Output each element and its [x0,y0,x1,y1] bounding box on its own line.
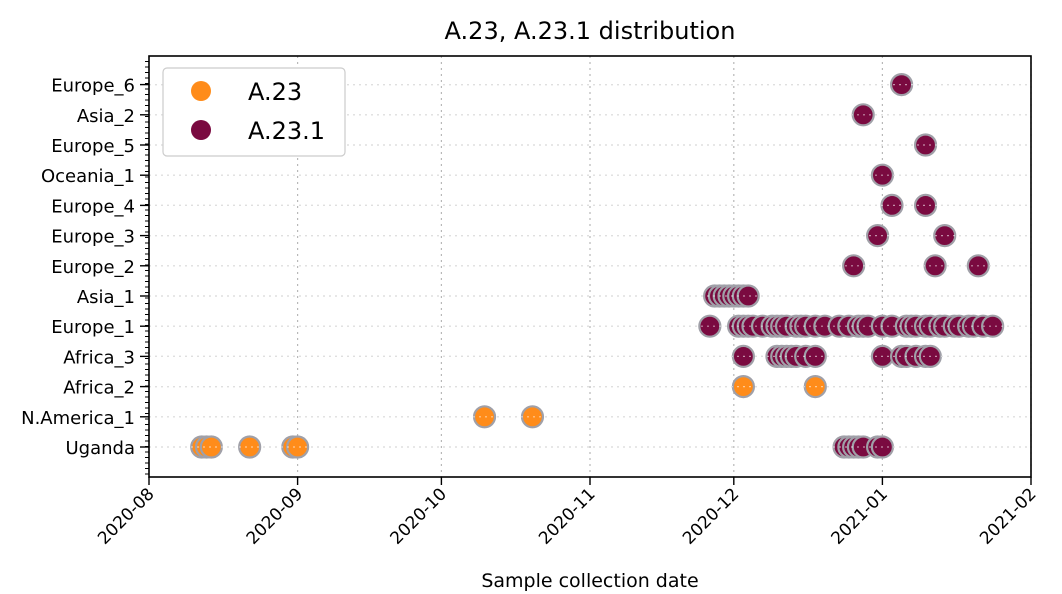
y-tick-label: Asia_1 [77,287,135,308]
y-tick-label: Europe_5 [51,136,135,157]
legend: A.23 A.23.1 [162,67,346,157]
legend-marker-a231 [191,120,211,140]
plot-frame [148,55,1032,478]
x-tick-label: 2020-12 [679,484,743,548]
x-tick-label: 2021-02 [976,484,1040,548]
x-tick-label: 2020-08 [94,484,158,548]
point-a231 [981,314,1005,338]
y-tick-label: Africa_2 [63,378,135,399]
y-tick-label: Europe_3 [51,227,135,248]
y-tick-label: Europe_2 [51,257,135,278]
y-tick-label: Asia_2 [77,106,135,127]
y-tick-label: Europe_6 [51,76,135,97]
x-axis-label: Sample collection date [481,570,698,592]
point-a231 [933,224,957,248]
chart-title: A.23, A.23.1 distribution [445,17,736,45]
x-tick-label: 2020-10 [387,484,451,548]
legend-label-a231: A.23.1 [248,117,325,145]
x-tick-label: 2020-09 [243,484,307,548]
y-axis: Uganda N.America_1 Africa_2 Africa_3 Europe_… [21,61,149,475]
y-tick-label: Africa_3 [63,347,135,368]
y-tick-label: N.America_1 [21,408,135,429]
x-axis: 2020-08 2020-09 2020-10 2020-11 2020-12 2021-… [94,477,1041,549]
y-tick-label: Europe_1 [51,317,135,338]
y-tick-label: Uganda [66,438,136,459]
data-points [149,72,1031,459]
legend-label-a23: A.23 [248,78,302,106]
y-tick-label: Oceania_1 [41,166,135,187]
point-a23 [285,435,310,459]
x-tick-label: 2021-01 [828,484,892,548]
y-tick-label: Europe_4 [51,196,135,217]
x-tick-label: 2020-11 [535,484,599,548]
legend-marker-a23 [191,81,211,101]
